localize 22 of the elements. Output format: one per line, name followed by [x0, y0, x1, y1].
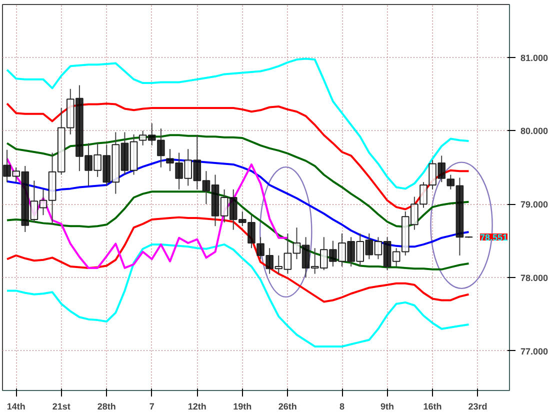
y-tick-label: 81.000	[520, 52, 548, 63]
x-tick-label: 12th	[188, 402, 206, 412]
y-tick-label: 78.000	[520, 272, 548, 283]
x-tick-label: 9th	[380, 402, 394, 412]
x-tick-label: 21st	[52, 402, 70, 412]
line-series	[6, 216, 470, 303]
x-tick-label: 26th	[278, 402, 297, 412]
x-tick-label: 28th	[97, 402, 116, 412]
line-series	[6, 58, 470, 190]
x-tick-label: 23rd	[468, 402, 488, 412]
y-tick-label: 77.000	[520, 346, 548, 356]
y-tick-label: 80.000	[520, 126, 548, 136]
x-tick-label: 7	[149, 402, 154, 412]
line-series	[6, 243, 470, 348]
x-tick-label: 19th	[233, 402, 252, 412]
y-tick-label: 79.000	[520, 200, 548, 210]
line-series	[6, 158, 289, 269]
line-series	[6, 134, 470, 228]
x-tick-label: 16th	[423, 402, 442, 412]
x-tick-label: 8	[340, 402, 345, 412]
x-tick-label: 14th	[6, 402, 26, 412]
annotation: 78.551	[480, 232, 508, 243]
